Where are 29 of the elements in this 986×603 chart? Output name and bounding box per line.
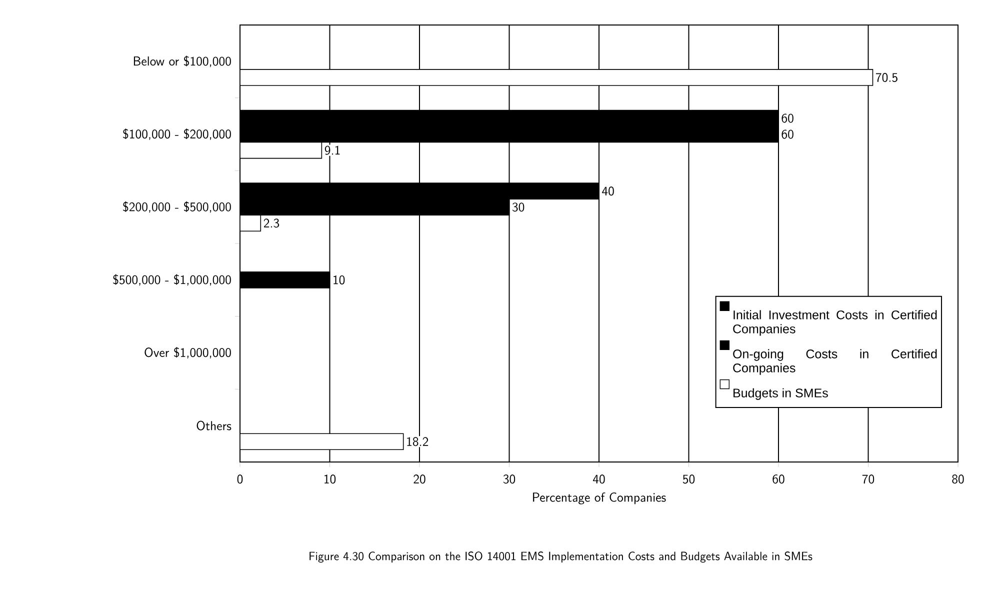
data-label: 60	[782, 114, 794, 123]
data-label: 9.1	[324, 146, 340, 155]
data-label: 10	[334, 275, 345, 284]
y-tick-label: Below or $100,000	[134, 56, 231, 68]
x-tick-label: 10	[324, 474, 336, 484]
data-label: 60	[782, 130, 794, 139]
y-tick-label: $200,000 - $500,000	[123, 201, 231, 213]
data-label: 40	[602, 186, 614, 196]
caption: Figure 4.30 Comparison on the ISO 14001 EMS Implementation Costs and Budgets Available in SMEs	[310, 552, 812, 563]
x-tick-label: 30	[503, 474, 516, 484]
data-label: 2.3	[264, 218, 280, 228]
legend-label: On-going Costs in Certified Companies	[733, 349, 937, 375]
x-tick-label: 50	[682, 474, 695, 484]
data-label: 30	[512, 202, 524, 212]
x-tick-label: 80	[952, 474, 964, 484]
y-tick-label: $500,000 - $1,000,000	[113, 274, 231, 286]
data-label: 18.2	[407, 437, 428, 446]
x-tick-label: 60	[772, 474, 784, 484]
x-tick-label: 40	[592, 474, 605, 484]
legend-label: Initial Investment Costs in Certified Companies	[733, 310, 937, 336]
x-tick-label: 0	[237, 474, 243, 484]
legend-label: Budgets in SMEs	[734, 388, 828, 400]
y-tick-label: $100,000 - $200,000	[123, 128, 231, 140]
x-axis-title: Percentage of Companies	[533, 492, 666, 504]
x-tick-label: 70	[862, 474, 874, 484]
x-tick-label: 20	[414, 474, 426, 484]
y-tick-label: Over $1,000,000	[144, 347, 231, 358]
y-tick-label: Others	[196, 420, 232, 430]
data-label: 70.5	[876, 72, 898, 82]
